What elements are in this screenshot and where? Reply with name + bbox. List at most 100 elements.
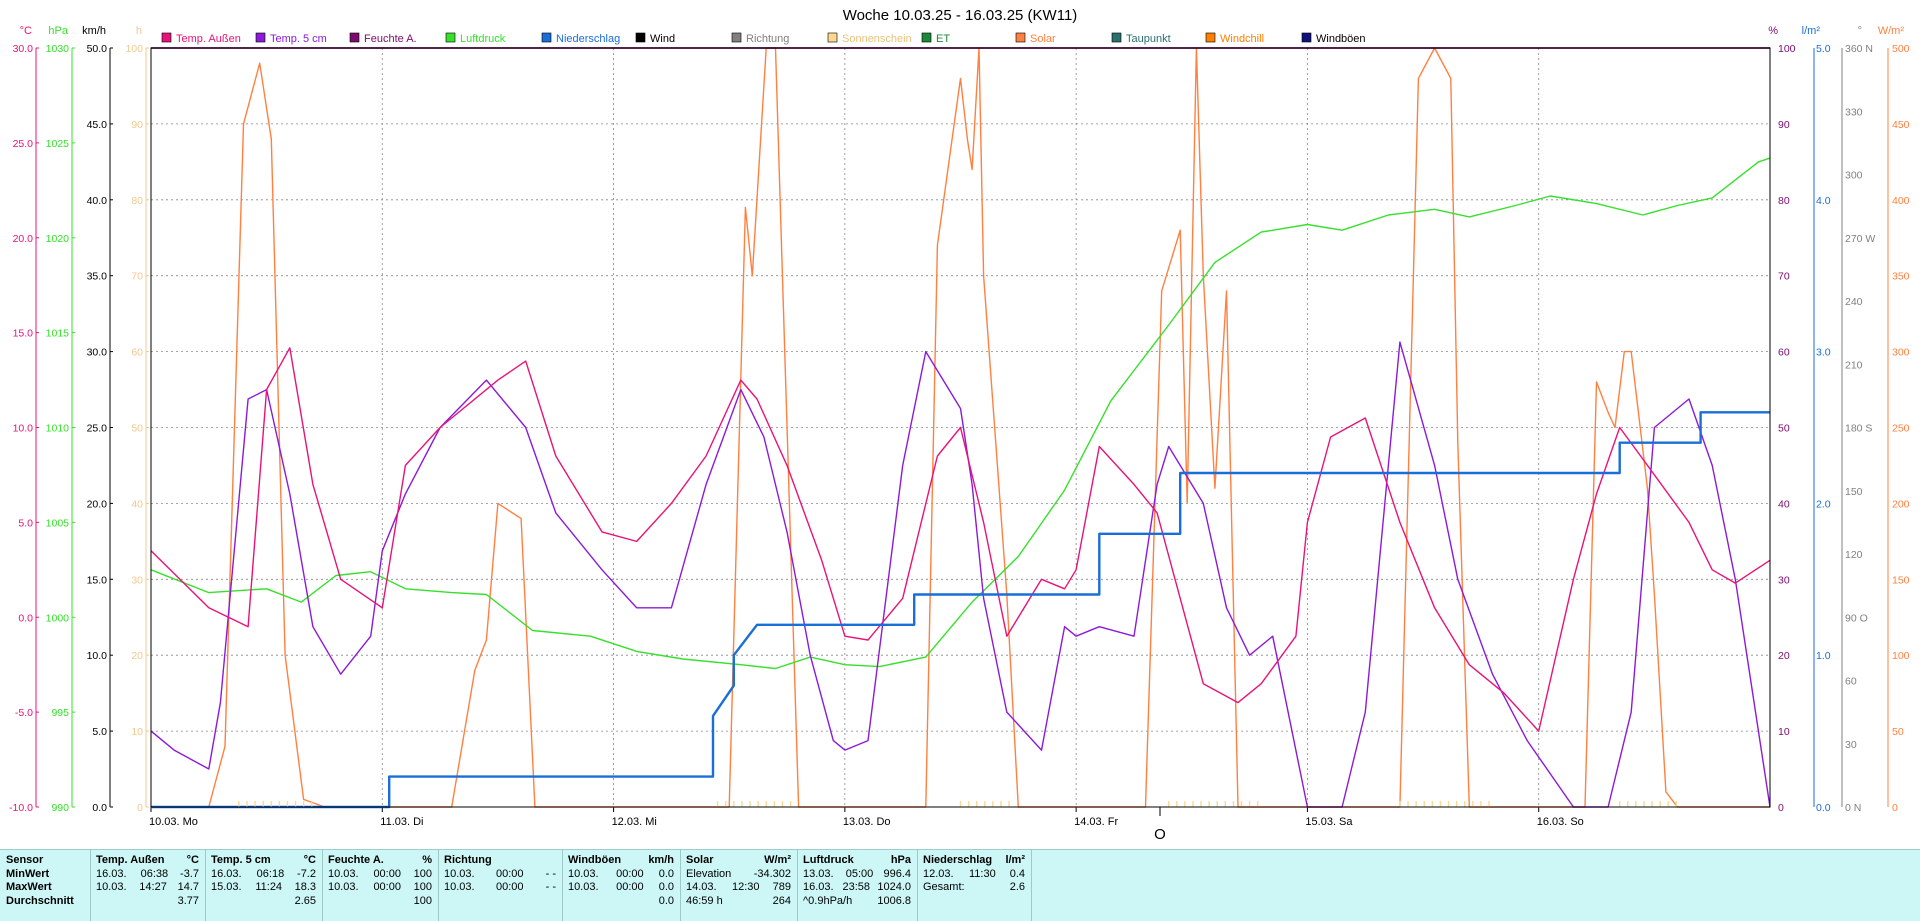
legend-swatch [255, 32, 266, 43]
legend-swatch [541, 32, 552, 43]
axis-tick-label: 995 [51, 707, 69, 719]
stats-header-unit: °C [186, 854, 199, 866]
axis-tick-label: 50 [131, 423, 143, 435]
x-tick-label: 15.03. Sa [1305, 816, 1353, 828]
stats-row-label: MinWert [6, 867, 50, 880]
stats-row: 12.03. 11:30 0.4 [917, 868, 1031, 882]
axis-tick-label: 10.0 [87, 650, 108, 662]
stats-cell: 0.4 [1009, 867, 1025, 880]
stats-cell: 16.03. [803, 881, 834, 893]
axis-tick-label: 0.0 [92, 802, 107, 814]
legend-swatch [1111, 32, 1122, 43]
legend: Temp. Außen Temp. 5 cm Feuchte A. Luftdruck… [161, 32, 1366, 45]
x-tick-label: 11.03. Di [380, 816, 423, 828]
stats-cell: 13.03. [803, 867, 834, 880]
stats-row: 16.03. 23:58 1024.0 [797, 881, 917, 895]
legend-item: Wind [635, 32, 675, 45]
legend-label: Temp. 5 cm [270, 33, 327, 45]
legend-label: Windböen [1316, 33, 1366, 45]
stats-row: Durchschnitt [0, 895, 90, 909]
axis-tick-label: 330 [1845, 106, 1863, 118]
stats-cell: 18.3 [294, 881, 316, 893]
grid [151, 48, 1770, 807]
axis-tick-label: 1010 [46, 423, 70, 435]
axis-tick-label: -10.0 [9, 802, 33, 814]
legend-swatch [827, 32, 838, 43]
left-axis: hPa 1030 1025 1020 1015 1010 1005 1000 995 990 [46, 25, 75, 814]
legend-label: Richtung [746, 33, 789, 45]
stats-row: 16.03. 06:38 -3.7 [90, 868, 205, 882]
axis-tick-label: 1025 [46, 138, 70, 150]
legend-label: Taupunkt [1126, 33, 1171, 45]
stats-row: 10.03. 00:00 0.0 [562, 881, 680, 895]
stats-row: Gesamt: 2.6 [917, 881, 1031, 895]
axis-tick-label: 70 [1778, 271, 1790, 283]
stats-cell: 15.03. [211, 881, 242, 893]
right-axis: ° 360 N 330 300 270 W 240 210 180 S 150 120 90 O 60… [1841, 25, 1875, 814]
stats-cell: 00:00 [373, 881, 401, 893]
axis-tick-label: 1000 [46, 612, 70, 624]
stats-row: MaxWert [0, 881, 90, 895]
stats-row: 46:59 h 264 [680, 895, 797, 909]
stats-row-label: Durchschnitt [6, 894, 74, 907]
legend-item: Richtung [731, 32, 789, 45]
stats-header-label: Temp. 5 cm [211, 854, 271, 866]
stats-header-label: Solar [686, 854, 714, 866]
axis-unit: ° [1858, 25, 1862, 37]
stats-col-humidity: Feuchte A.% 10.03. 00:00 100 10.03. 00:00 100 1… [322, 850, 439, 921]
axis-tick-label: 30 [1778, 574, 1790, 586]
axis-tick-label: 1015 [46, 328, 70, 340]
stats-header-label: Feuchte A. [328, 854, 384, 866]
legend-label: Solar [1030, 33, 1056, 45]
left-axes: °C 30.0 25.0 20.0 15.0 10.0 5.0 0.0 -5.0 -10.0 hPa… [9, 25, 149, 814]
x-tick-label: 13.03. Do [843, 816, 891, 828]
stats-cell: Elevation [686, 867, 732, 880]
stats-cell: 100 [413, 881, 432, 893]
axis-tick-label: 40.0 [87, 195, 108, 207]
stats-cell [568, 895, 616, 909]
legend-item: ET [921, 32, 950, 45]
stats-cell [328, 895, 373, 909]
legend-item: Luftdruck [445, 32, 506, 45]
axis-unit: % [1768, 25, 1778, 37]
stats-cell: ^0.9hPa/h [803, 894, 853, 907]
axis-tick-label: 250 [1892, 423, 1910, 435]
stats-header: Windböen km/h [562, 850, 680, 868]
axis-tick-label: 210 [1845, 359, 1863, 371]
stats-header-label: Luftdruck [803, 854, 854, 866]
stats-cell: 06:18 [256, 867, 285, 880]
stats-cell: 0.0 [658, 881, 674, 893]
stats-cell: 996.4 [883, 867, 911, 880]
axis-tick-label: 25.0 [87, 423, 108, 435]
axis-tick-label: 80 [1778, 195, 1790, 207]
weather-chart: Woche 10.03.25 - 16.03.25 (KW11) Temp. A… [9, 7, 1910, 843]
legend-label: ET [936, 33, 950, 45]
axis-tick-label: 4.0 [1816, 195, 1831, 207]
axis-unit: h [136, 25, 142, 37]
stats-cell [255, 895, 294, 909]
stats-cell [732, 895, 773, 909]
stats-cell: 264 [772, 894, 791, 907]
axis-tick-label: 30.0 [87, 347, 108, 359]
axis-tick-label: 990 [51, 802, 69, 814]
stats-header: Temp. 5 cm °C [205, 850, 322, 868]
stats-cell [373, 895, 413, 909]
sunshine-marks [238, 801, 1678, 807]
stats-cell: Gesamt: [923, 881, 965, 893]
stats-row: 10.03. 00:00 - - [438, 868, 562, 882]
stats-cell: 10.03. [568, 881, 599, 893]
axis-tick-label: 1.0 [1816, 650, 1831, 662]
stats-header-unit: l/m² [1005, 854, 1025, 866]
stats-row: 15.03. 11:24 18.3 [205, 881, 322, 895]
stats-cell: 14.7 [177, 881, 199, 893]
axis-tick-label: 20.0 [13, 233, 34, 245]
legend-swatch [1015, 32, 1026, 43]
stats-cell: 46:59 h [686, 894, 723, 907]
x-marker-label: O [1154, 826, 1166, 843]
stats-cell [731, 868, 753, 882]
axis-tick-label: 3.0 [1816, 347, 1831, 359]
left-axis: km/h 50.0 45.0 40.0 35.0 30.0 25.0 20.0 15.0 10.0… [82, 25, 113, 814]
stats-cell: 1024.0 [877, 881, 911, 893]
stats-cell [969, 881, 1010, 895]
